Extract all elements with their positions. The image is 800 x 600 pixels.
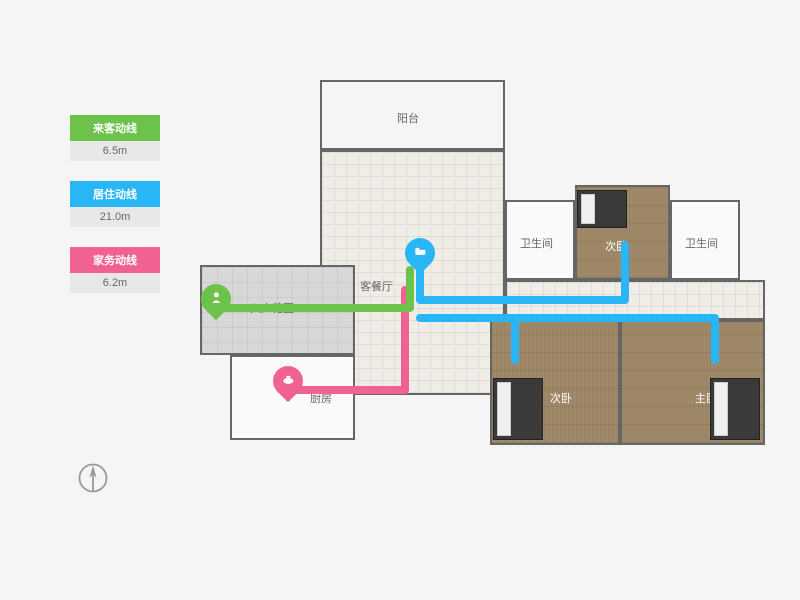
flow-paths — [195, 60, 775, 540]
legend-item-guest: 来客动线 6.5m — [70, 115, 160, 161]
floorplan-container: 阳台 客餐厅 入户花园 厨房 卫生间 次卧 卫生间 次卧 主卧 — [195, 60, 775, 540]
legend-label: 家务动线 — [70, 247, 160, 273]
pin-guest — [201, 284, 231, 322]
compass-icon — [75, 460, 111, 496]
legend-label: 来客动线 — [70, 115, 160, 141]
legend-item-housework: 家务动线 6.2m — [70, 247, 160, 293]
bed-icon — [413, 245, 427, 262]
flow-legend: 来客动线 6.5m 居住动线 21.0m 家务动线 6.2m — [70, 115, 160, 313]
legend-value: 6.5m — [70, 141, 160, 161]
pin-living — [405, 238, 435, 276]
legend-value: 6.2m — [70, 273, 160, 293]
pot-icon — [281, 373, 295, 390]
person-icon — [209, 291, 223, 308]
legend-label: 居住动线 — [70, 181, 160, 207]
legend-item-living: 居住动线 21.0m — [70, 181, 160, 227]
pin-kitchen — [273, 366, 303, 404]
legend-value: 21.0m — [70, 207, 160, 227]
